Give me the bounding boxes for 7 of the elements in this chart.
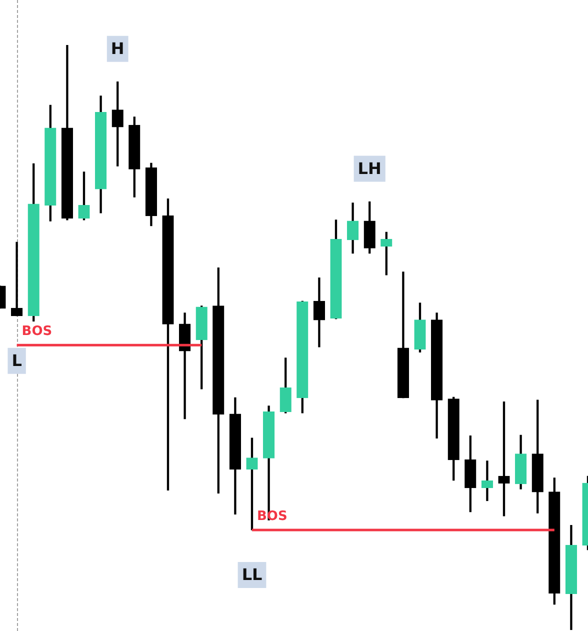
annotation: L	[12, 351, 22, 370]
series-label: BOS	[22, 324, 52, 339]
candlestick	[481, 460, 494, 502]
candlestick	[10, 242, 23, 316]
annotation: H	[110, 39, 124, 58]
annotation: LL	[242, 565, 262, 584]
annotation: LH	[358, 158, 382, 178]
